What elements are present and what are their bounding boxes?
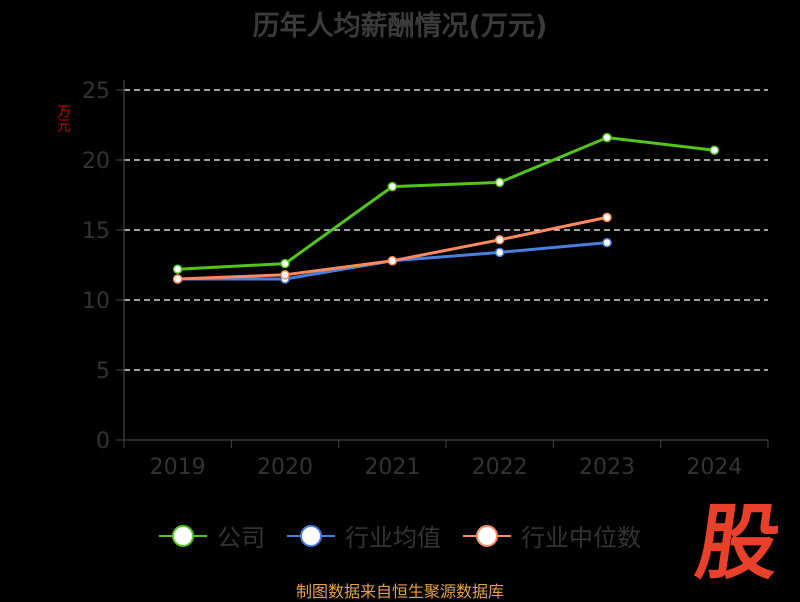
data-point-industry-median — [494, 235, 505, 245]
data-point-company — [172, 264, 183, 274]
legend-item-company[interactable]: 公司 — [159, 518, 265, 553]
data-point-company — [280, 258, 290, 269]
x-tick-label: 2020 — [257, 455, 313, 480]
x-tick-label: 2021 — [364, 455, 420, 480]
y-tick-label: 20 — [82, 149, 110, 174]
legend-label-industry-median: 行业中位数 — [521, 524, 641, 552]
brand-logo: 股 — [690, 496, 786, 591]
y-tick-label: 15 — [82, 219, 110, 244]
y-tick-label: 5 — [96, 359, 110, 384]
y-tick-label: 0 — [96, 429, 110, 454]
series-line-company — [177, 136, 715, 271]
x-tick-label: 2022 — [472, 455, 528, 480]
legend-item-industry-median[interactable]: 行业中位数 — [463, 518, 641, 553]
x-tick-label: 2019 — [150, 455, 206, 480]
y-axis-label: 万元 — [55, 104, 71, 132]
chart-legend: 公司 行业均值 行业中位数 — [0, 518, 800, 553]
data-point-company — [387, 181, 398, 192]
data-point-industry-median — [172, 274, 183, 284]
x-tick-label: 2024 — [686, 455, 742, 480]
data-source-note: 制图数据来自恒生聚源数据库 — [295, 582, 504, 601]
y-tick-label: 10 — [82, 289, 110, 314]
x-tick-label: 2023 — [579, 455, 635, 480]
data-point-industry-median — [387, 256, 398, 266]
data-point-company — [494, 177, 505, 188]
legend-marker-company — [159, 524, 207, 548]
data-point-company — [709, 145, 720, 155]
data-point-industry-mean — [494, 247, 505, 258]
data-point-industry-mean — [602, 237, 612, 248]
data-point-industry-median — [602, 212, 612, 223]
data-point-industry-median — [280, 270, 290, 280]
y-tick-label: 25 — [82, 79, 110, 104]
chart-title: 历年人均薪酬情况(万元) — [252, 11, 548, 42]
legend-marker-industry-median — [463, 524, 511, 548]
legend-label-company: 公司 — [217, 524, 265, 552]
legend-marker-industry-mean — [287, 524, 335, 548]
legend-item-industry-mean[interactable]: 行业均值 — [287, 518, 441, 553]
data-point-company — [602, 132, 612, 143]
legend-label-industry-mean: 行业均值 — [345, 524, 441, 552]
